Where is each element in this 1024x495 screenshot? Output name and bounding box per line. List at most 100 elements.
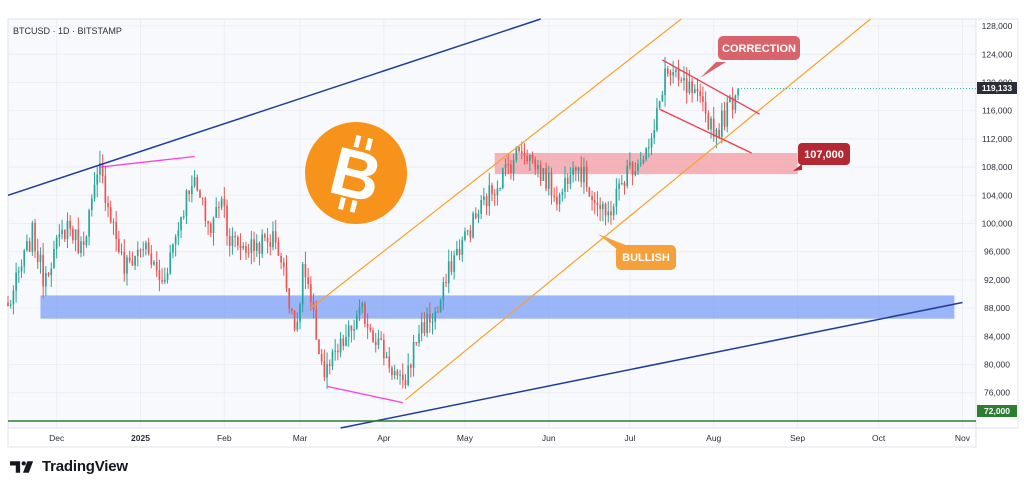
candle-body bbox=[412, 341, 415, 368]
candle-body bbox=[653, 130, 656, 138]
x-tick-label: Apr bbox=[377, 433, 390, 443]
x-tick-label: Jul bbox=[624, 433, 635, 443]
candle-body bbox=[564, 177, 566, 192]
candle-body bbox=[499, 188, 501, 190]
candle-body bbox=[188, 190, 191, 194]
candle-body bbox=[550, 172, 553, 196]
candle-body bbox=[726, 102, 729, 127]
candle-body bbox=[672, 72, 675, 76]
candle-body bbox=[355, 315, 358, 329]
tradingview-logo[interactable]: TradingView bbox=[10, 458, 128, 475]
bullish-callout: BULLISH bbox=[598, 234, 676, 270]
candle-body bbox=[450, 261, 453, 272]
candle-body bbox=[242, 245, 245, 249]
candle-body bbox=[658, 101, 661, 109]
candle-body bbox=[364, 303, 366, 324]
candle-body bbox=[629, 162, 631, 166]
candle-body bbox=[445, 282, 447, 284]
candle-body bbox=[647, 147, 650, 149]
divergence-top-line bbox=[99, 155, 195, 168]
candle-body bbox=[199, 190, 201, 198]
candle-body bbox=[488, 185, 491, 207]
candle-body bbox=[134, 256, 136, 266]
candle-body bbox=[182, 215, 185, 218]
candle-body bbox=[107, 203, 109, 208]
candle-body bbox=[155, 261, 158, 271]
candle-body bbox=[661, 95, 664, 102]
candle-body bbox=[139, 250, 142, 252]
candle-body bbox=[161, 280, 163, 282]
candle-body bbox=[602, 203, 604, 210]
x-tick-label: Oct bbox=[872, 433, 886, 443]
candle-body bbox=[545, 168, 547, 189]
candle-body bbox=[53, 248, 55, 269]
candle-body bbox=[518, 146, 520, 152]
candle-body bbox=[464, 231, 466, 240]
candle-body bbox=[691, 81, 693, 94]
candle-body bbox=[485, 196, 488, 207]
candle-body bbox=[85, 236, 88, 246]
candle-body bbox=[226, 205, 228, 236]
candle-body bbox=[480, 199, 483, 214]
current-price-label: 119,133 bbox=[982, 83, 1013, 93]
y-tick-label: 88,000 bbox=[984, 303, 1010, 313]
candle-body bbox=[293, 310, 296, 330]
candle-body bbox=[266, 237, 269, 242]
candle-body bbox=[720, 110, 723, 137]
candle-body bbox=[574, 167, 577, 171]
candle-body bbox=[572, 167, 574, 175]
candle-body bbox=[447, 261, 450, 284]
candle-body bbox=[458, 248, 461, 255]
level-72-tag: 72,000 bbox=[977, 405, 1017, 417]
candle-body bbox=[580, 167, 583, 183]
candle-body bbox=[423, 322, 426, 334]
candle-body bbox=[17, 271, 20, 273]
candle-body bbox=[734, 95, 737, 110]
candle-body bbox=[323, 361, 326, 378]
long_term_lower-trendline bbox=[340, 301, 963, 429]
candle-body bbox=[718, 129, 720, 137]
candle-body bbox=[483, 196, 485, 200]
candle-body bbox=[675, 69, 677, 73]
candle-body bbox=[212, 217, 215, 233]
candle-body bbox=[637, 163, 639, 172]
candle-body bbox=[558, 194, 561, 205]
current-price-tag: 119,133 bbox=[977, 82, 1017, 94]
candle-body bbox=[31, 222, 34, 252]
candle-body bbox=[185, 190, 188, 216]
x-tick-label: May bbox=[457, 433, 474, 443]
time-scale-area[interactable] bbox=[7, 427, 977, 448]
candle-body bbox=[593, 200, 596, 203]
candle-body bbox=[220, 198, 223, 208]
candle-body bbox=[534, 159, 537, 170]
candle-body bbox=[93, 184, 96, 199]
candle-body bbox=[345, 336, 347, 346]
candle-body bbox=[507, 164, 510, 166]
candle-body bbox=[45, 273, 47, 287]
candle-body bbox=[118, 239, 120, 252]
candle-body bbox=[664, 68, 666, 96]
candle-body bbox=[631, 162, 634, 176]
candle-body bbox=[607, 211, 610, 216]
candle-body bbox=[264, 234, 266, 238]
candle-body bbox=[201, 197, 204, 199]
candle-body bbox=[650, 137, 653, 148]
candle-body bbox=[383, 339, 385, 359]
candle-body bbox=[318, 339, 320, 354]
candle-body bbox=[634, 171, 637, 176]
candle-body bbox=[374, 341, 377, 346]
candle-body bbox=[599, 204, 601, 210]
candle-body bbox=[696, 88, 699, 92]
candle-body bbox=[88, 210, 90, 237]
x-tick-label: Nov bbox=[955, 433, 971, 443]
candle-body bbox=[542, 168, 545, 181]
candle-body bbox=[431, 321, 434, 323]
candle-body bbox=[577, 167, 580, 171]
candle-body bbox=[699, 91, 702, 97]
candle-body bbox=[196, 177, 199, 191]
tradingview-brand: TradingView bbox=[42, 458, 128, 475]
candle-body bbox=[326, 364, 328, 378]
candle-body bbox=[231, 235, 234, 247]
candle-body bbox=[377, 338, 380, 346]
candle-body bbox=[234, 235, 236, 238]
